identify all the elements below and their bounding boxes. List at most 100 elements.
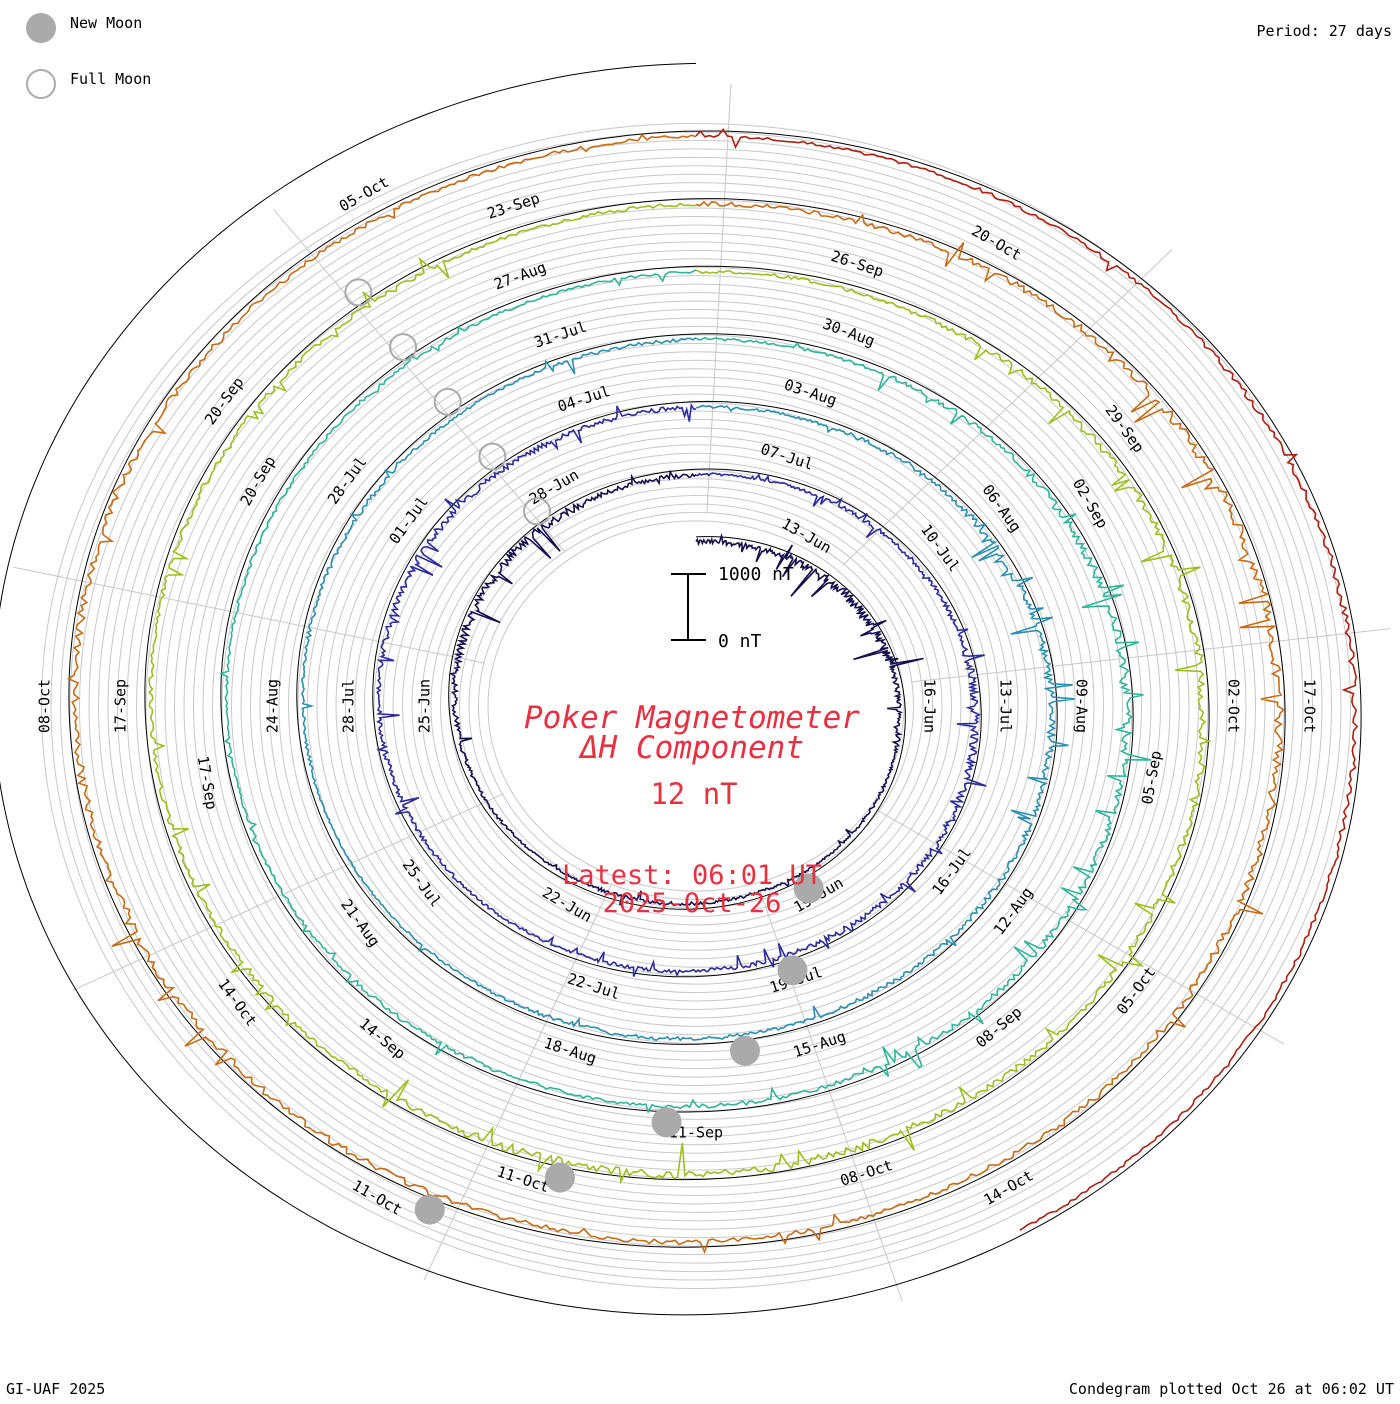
full-moon-legend-label: Full Moon (70, 70, 152, 88)
grid-ring (183, 249, 1209, 1163)
grid-ring (164, 232, 1228, 1180)
period-label: Period: 27 days (1256, 22, 1392, 40)
grid-ring (354, 402, 1038, 1010)
full-moon-marker (478, 442, 507, 471)
date-label: 30-Aug (820, 315, 877, 350)
series-trace-5 (148, 202, 1212, 1185)
grid-ring (98, 173, 1294, 1239)
new-moon-marker (729, 1035, 760, 1066)
grid-ring (345, 393, 1047, 1019)
baseline-spiral (220, 265, 1134, 1113)
grid-ring (459, 495, 933, 917)
new-moon-marker (777, 955, 808, 986)
date-label: 15-Aug (791, 1027, 848, 1061)
offset-label: 12 nT (650, 777, 737, 811)
date-label: 28-Jul (324, 453, 370, 507)
grid-spoke (273, 209, 566, 553)
grid-ring (231, 292, 1161, 1120)
grid-ring (41, 122, 1351, 1290)
date-label: 26-Sep (829, 247, 886, 281)
grid-ring (202, 266, 1190, 1146)
grid-ring (240, 300, 1152, 1112)
grid-ring (126, 199, 1266, 1213)
scale-top-label: 1000 nT (718, 564, 794, 585)
baseline-spiral (144, 198, 1210, 1181)
series-trace-4 (219, 269, 1152, 1114)
date-label: 29-Sep (1101, 402, 1147, 456)
grid-ring (383, 427, 1009, 985)
date-label-layer: 13-Jun16-Jun19-Jun22-Jun25-Jun28-Jun07-J… (36, 173, 1319, 1219)
series-layer (66, 128, 1359, 1255)
grid-ring (335, 385, 1057, 1027)
date-label: 16-Jun (921, 679, 939, 733)
full-moon-marker (344, 278, 373, 307)
series-trace-7 (695, 128, 1359, 1231)
grid-ring (373, 418, 1019, 994)
date-label: 20-Sep (201, 374, 247, 428)
grid-ring (212, 275, 1180, 1137)
series-trace-1 (448, 469, 924, 907)
grid-ring (221, 283, 1171, 1129)
date-label: 11-Sep (669, 1124, 723, 1142)
grid-ring (107, 182, 1285, 1230)
grid-ring (421, 461, 971, 951)
date-label: 09-Aug (1073, 679, 1091, 733)
baseline-spiral (0, 62, 1362, 1316)
grid-ring (145, 216, 1247, 1196)
grid-spoke (877, 810, 1285, 1045)
grid-ring (259, 317, 1133, 1095)
credit-label: GI-UAF 2025 (6, 1380, 106, 1398)
date-label: 10-Jul (917, 521, 963, 575)
grid-ring (136, 207, 1256, 1205)
date-label: 14-Oct (214, 975, 260, 1029)
new-moon-marker (651, 1107, 682, 1138)
new-moon-marker (414, 1194, 445, 1225)
grid-ring (316, 368, 1076, 1044)
date-label: 28-Jul (340, 679, 358, 733)
date-label: 03-Aug (782, 376, 839, 410)
scale-bar: 1000 nT 0 nT (671, 564, 794, 652)
new-moon-marker (544, 1162, 575, 1193)
grid-ring (288, 342, 1104, 1070)
date-label: 13-Jul (997, 679, 1015, 733)
date-label: 25-Jul (399, 856, 445, 910)
grid-ring (69, 148, 1323, 1264)
date-label: 11-Oct (349, 1176, 405, 1219)
chart-title-line2: ΔH Component (578, 730, 804, 766)
grid-ring (487, 520, 905, 892)
date-label: 13-Jun (778, 514, 834, 557)
scale-bottom-label: 0 nT (718, 631, 762, 652)
grid-ring (155, 224, 1237, 1188)
new-moon-legend-label: New Moon (70, 14, 143, 32)
grid-spoke (72, 793, 504, 991)
plotted-timestamp: Condegram plotted Oct 26 at 06:02 UT (1068, 1380, 1394, 1398)
baseline-spiral (448, 468, 906, 910)
date-label: 01-Jul (385, 493, 431, 547)
new-moon-legend-icon (26, 13, 56, 43)
grid-ring (297, 351, 1095, 1061)
moon-marker-layer (344, 278, 824, 1225)
baseline-spiral (68, 130, 1286, 1248)
grid-ring (478, 511, 914, 901)
latest-date: 2025-Oct-26 (603, 888, 782, 919)
grid-spoke (843, 249, 1173, 566)
latest-time: Latest: 06:01 UT (562, 860, 822, 891)
grid-spoke (759, 890, 903, 1302)
grid-spoke (423, 883, 613, 1281)
grid-ring (402, 444, 990, 968)
date-label: 17-Sep (112, 679, 130, 733)
date-label: 14-Oct (981, 1166, 1037, 1209)
grid-spoke (910, 628, 1391, 683)
grid-ring (307, 359, 1085, 1053)
grid-ring (411, 452, 981, 960)
date-label: 21-Aug (337, 896, 383, 950)
baseline-spiral (296, 333, 1058, 1045)
grid-ring (364, 410, 1028, 1002)
series-trace-3 (300, 337, 1075, 1042)
grid-ring (440, 478, 952, 934)
grid-layer (0, 62, 1391, 1316)
date-label: 25-Jun (416, 679, 434, 733)
series-trace-6 (66, 133, 1285, 1255)
full-moon-marker (433, 387, 462, 416)
